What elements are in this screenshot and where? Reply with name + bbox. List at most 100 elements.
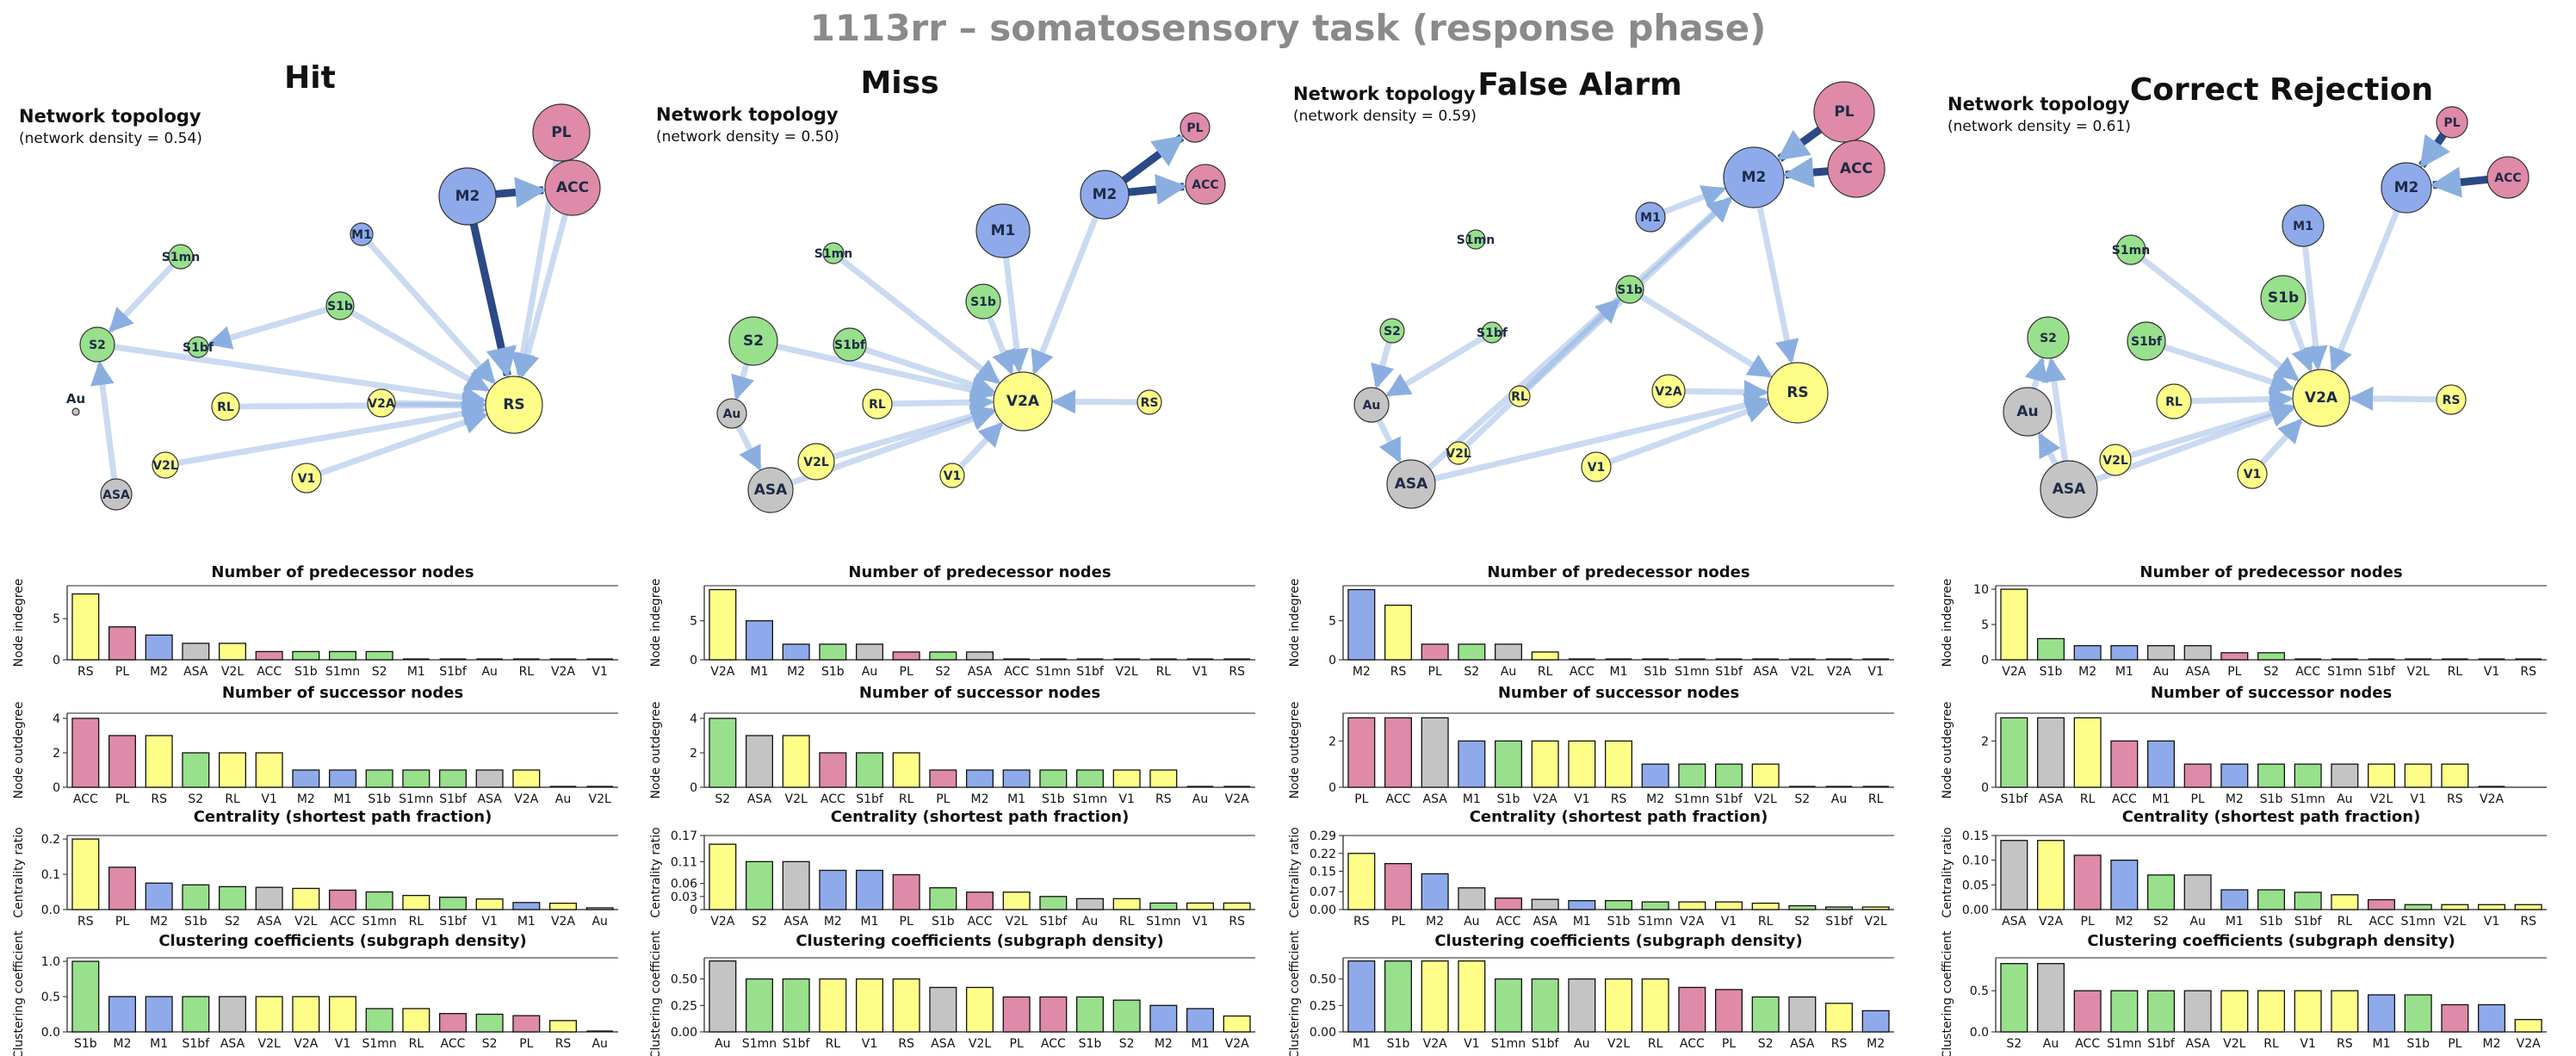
x-tick-label-V2L: V2L [1607,1037,1630,1051]
y-tick-label: 0 [1328,781,1336,795]
edge-V2L-V2A [2129,401,2295,459]
bar-Au [585,907,614,910]
bar-ASA [929,986,957,1033]
bar-S1mn [1678,763,1706,788]
bar-V1 [328,996,357,1033]
y-tick-label: 2 [1328,735,1336,749]
x-tick-label-S1b: S1b [2040,665,2063,679]
bar-S1mn [365,1008,393,1033]
node-label-V2L: V2L [1446,447,1471,461]
y-tick-label: 0.0 [41,1026,60,1040]
x-tick-label-ACC: ACC [73,792,98,806]
node-label-M1: M1 [351,228,372,242]
x-tick-label-Au: Au [481,665,497,679]
bar-Au [1075,898,1105,910]
bar-V2L [292,887,320,910]
bar-panel-0-3: Clustering coefficients (subgraph densit… [12,930,618,1056]
bar-PL [108,735,137,788]
x-tick-label-RL: RL [1119,915,1135,929]
bar-chart-title: Number of successor nodes [2151,684,2392,702]
node-M1 [1635,202,1666,233]
bar-RL [1751,902,1780,910]
x-tick-label-S1mn: S1mn [1675,665,1709,679]
bar-ASA [965,651,994,661]
bar-chart-ylabel: Node indegree [649,579,663,668]
edge-V2L-V2A [833,404,996,460]
node-label-V2L: V2L [152,459,178,473]
x-tick-label-Au: Au [862,665,877,679]
x-tick-label-RL: RL [2338,915,2353,929]
bar-chart-title: Centrality (shortest path fraction) [1470,808,1768,826]
x-tick-label-ACC: ACC [968,915,993,929]
x-tick-label-S1bf: S1bf [1532,1037,1560,1051]
node-S1b [1615,275,1644,304]
edge-V1-V2A [958,421,1004,469]
bar-S1bf [182,996,210,1033]
bar-M1 [145,996,173,1033]
bar-PL [108,626,137,661]
x-tick-label-PL: PL [1428,665,1442,679]
x-tick-label-V2L: V2L [1116,665,1138,679]
node-label-M2: M2 [1093,186,1118,203]
node-label-S1mn: S1mn [814,247,852,261]
x-tick-label-V1: V1 [481,915,497,929]
bar-PL [2183,763,2212,788]
x-tick-label-S2: S2 [225,915,240,929]
edge-RL-V2A [2190,387,2294,412]
bar-S1mn [402,769,430,788]
bar-S1mn [1149,902,1178,910]
x-tick-label-M2: M2 [2226,792,2244,806]
bar-chart-ylabel: Centrality ratio [12,827,26,917]
edge-M1-RS [367,240,497,385]
node-label-RS: RS [503,396,524,413]
x-tick-label-V1: V1 [862,1037,877,1051]
bar-V1 [2294,990,2322,1033]
bar-V2L [965,986,994,1033]
bar-S1bf [2000,717,2028,788]
x-tick-label-S1mn: S1mn [1146,915,1180,929]
x-tick-label-S1b: S1b [932,915,955,929]
bar-Au [1568,978,1596,1033]
x-tick-label-ACC: ACC [2295,665,2320,679]
x-tick-label-ACC: ACC [1386,792,1411,806]
y-tick-label: 0 [1981,654,1989,668]
edge-ASA-Au [2037,432,2061,466]
bar-chart-ylabel: Centrality ratio [1941,827,1954,917]
bar-M2 [1421,873,1449,910]
edge-Au-ASA [735,425,763,471]
x-tick-label-PL: PL [2081,915,2095,929]
bar-PL [892,873,920,910]
x-tick-label-Au: Au [555,792,571,806]
x-tick-label-V1: V1 [2484,915,2499,929]
node-PL [532,103,591,162]
y-tick-label: 0.15 [1962,829,1989,843]
y-tick-label: 4 [53,712,60,726]
bar-S1b [292,650,320,661]
x-tick-label-V1: V1 [2484,665,2499,679]
bar-V1 [1112,769,1141,788]
edge-M2-RS [469,223,517,379]
node-label-V2L: V2L [2102,454,2128,468]
edge-ACC-M2 [1782,157,1829,189]
edge-S1mn-S2 [108,263,175,333]
y-tick-label: 0.5 [41,991,60,1004]
bar-S1bf [2294,891,2322,910]
y-tick-label: 0 [53,781,60,795]
bar-panel-1-1: Number of successor nodes Node outdegree 0… [649,684,1255,806]
edge-S1b-RS [1639,294,1773,379]
bar-ASA [1531,898,1559,910]
network-title: False Alarm [1477,67,1681,102]
y-tick-label: 0.0 [41,904,60,917]
node-V2A [1651,374,1686,408]
bar-chart-ylabel: Clustering coefficient [1288,930,1302,1056]
bar-ACC [965,891,994,910]
x-tick-label-M2: M2 [1426,915,1444,929]
node-S2 [1379,318,1405,344]
bar-PL [1002,996,1031,1033]
bar-PL [1421,643,1449,661]
x-tick-label-S1mn: S1mn [1675,792,1709,806]
bar-S1b [1384,960,1413,1033]
bar-RS [1149,769,1178,788]
x-tick-label-S2: S2 [935,665,951,679]
edge-Au-S2 [2024,357,2048,389]
